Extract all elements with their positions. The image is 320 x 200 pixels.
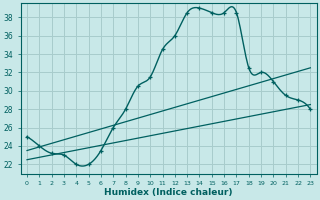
X-axis label: Humidex (Indice chaleur): Humidex (Indice chaleur) [104,188,233,197]
